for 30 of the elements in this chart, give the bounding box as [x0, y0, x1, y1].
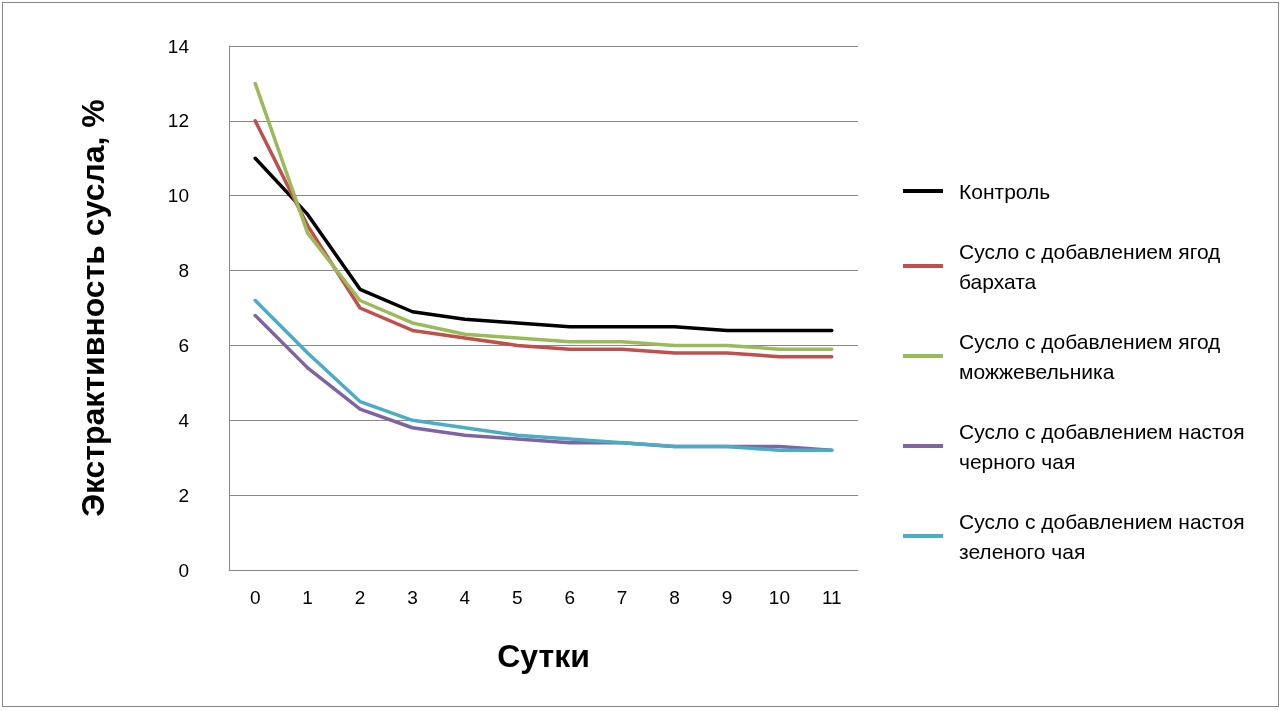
x-tick-label: 1: [302, 587, 313, 608]
line-series: [253, 119, 834, 359]
legend-label: Сусло с добавлением ягод можжевельника: [959, 329, 1221, 383]
y-tick-label: 10: [167, 185, 189, 207]
line-series: [253, 81, 834, 351]
x-tick-label: 5: [512, 587, 523, 608]
y-tick-label: 8: [178, 260, 189, 282]
legend-label: Сусло с добавлением ягод бархата: [959, 239, 1221, 293]
x-tick-label: 6: [564, 587, 575, 608]
legend-label: Контроль: [959, 179, 1051, 203]
y-tick-label: 4: [178, 409, 190, 431]
x-tick-label: 0: [249, 587, 261, 608]
y-tick-label: 2: [178, 484, 189, 506]
legend-label: Сусло с добавлением настоя зеленого чая: [959, 509, 1245, 563]
x-tick-label: 10: [768, 587, 790, 608]
x-tick-label: 3: [407, 587, 418, 608]
y-tick-label: 0: [178, 559, 189, 581]
y-tick-label: 6: [178, 334, 189, 356]
y-axis-title: Экстрактивность сусла, %: [75, 99, 111, 517]
x-tick-label: 2: [354, 587, 366, 608]
x-tick-label: 9: [721, 587, 733, 608]
x-tick-label: 4: [459, 587, 471, 608]
x-tick-label: 8: [669, 587, 680, 608]
x-axis-title: Сутки: [497, 638, 590, 674]
y-tick-label: 12: [167, 110, 189, 132]
y-tick-label: 14: [167, 35, 190, 57]
legend-label: Сусло с добавлением настоя черного чая: [959, 419, 1245, 473]
line-series: [253, 156, 834, 333]
x-tick-label: 7: [616, 587, 628, 608]
x-tick-label: 11: [821, 587, 842, 608]
